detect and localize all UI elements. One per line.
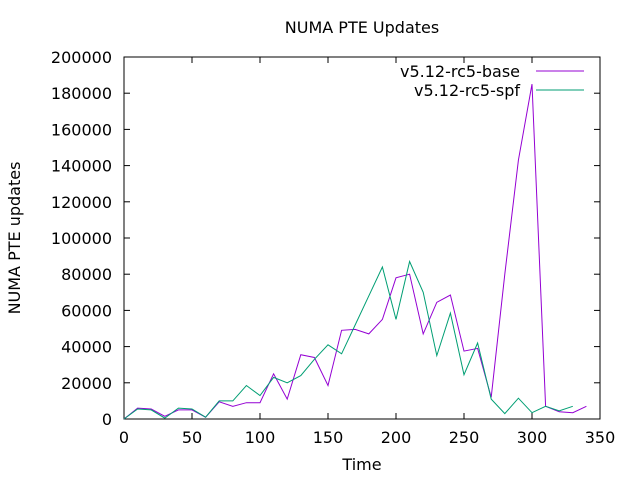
- y-tick-label: 40000: [61, 338, 112, 357]
- x-tick-label: 300: [517, 428, 548, 447]
- x-tick-label: 150: [313, 428, 344, 447]
- y-tick-label: 60000: [61, 301, 112, 320]
- legend-label: v5.12-rc5-spf: [414, 81, 520, 100]
- y-tick-label: 120000: [51, 193, 112, 212]
- y-tick-label: 180000: [51, 84, 112, 103]
- x-tick-label: 350: [585, 428, 616, 447]
- y-tick-label: 160000: [51, 120, 112, 139]
- y-axis-label: NUMA PTE updates: [5, 162, 24, 315]
- plot-area: [123, 56, 601, 420]
- x-tick-label: 100: [245, 428, 276, 447]
- x-tick-label: 0: [119, 428, 129, 447]
- series-line-0: [123, 84, 587, 420]
- series-line-1: [123, 259, 573, 420]
- y-tick-label: 80000: [61, 265, 112, 284]
- legend-label: v5.12-rc5-base: [400, 62, 520, 81]
- series-lines: [123, 84, 587, 420]
- y-tick-label: 200000: [51, 48, 112, 67]
- x-tick-label: 50: [182, 428, 202, 447]
- x-tick-label: 250: [449, 428, 480, 447]
- y-tick-label: 20000: [61, 374, 112, 393]
- y-tick-label: 140000: [51, 157, 112, 176]
- x-axis-label: Time: [341, 455, 381, 474]
- axis-ticks: 0 50 100 150 200 250 300 350 0 20000 40000 60000 800…: [51, 48, 615, 447]
- chart-title: NUMA PTE Updates: [285, 18, 439, 37]
- y-tick-label: 0: [102, 410, 112, 429]
- y-tick-label: 100000: [51, 229, 112, 248]
- x-tick-label: 200: [381, 428, 412, 447]
